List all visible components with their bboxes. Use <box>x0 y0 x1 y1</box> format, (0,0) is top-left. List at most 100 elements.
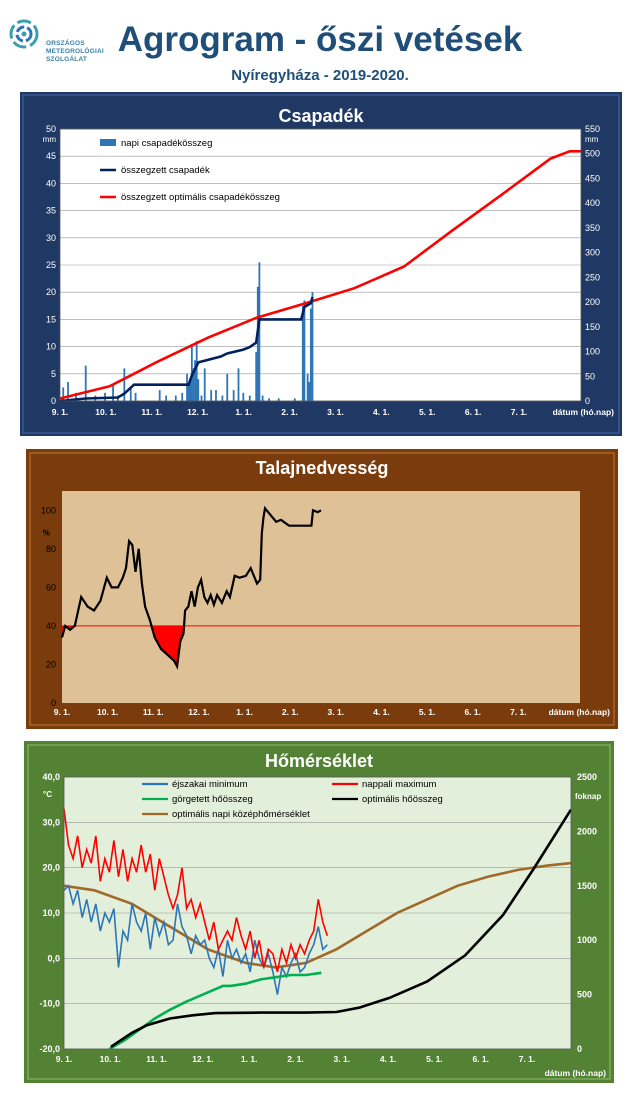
y-right-tick-label: 2500 <box>577 772 597 782</box>
daily-precip-bar <box>268 398 270 401</box>
panel-inner-border <box>29 452 615 726</box>
daily-precip-bar <box>258 262 261 401</box>
x-tick-label: 1. 1. <box>236 707 253 717</box>
y-left-tick-label: -10,0 <box>39 999 60 1009</box>
y-right-tick-label: 300 <box>585 248 600 258</box>
panel-inner-border <box>27 744 611 1080</box>
x-tick-label: 1. 1. <box>241 1054 258 1064</box>
y-right-tick-label: 0 <box>577 1044 582 1054</box>
y-unit-label: % <box>43 528 50 537</box>
logo-line-3: SZOLGÁLAT <box>46 56 88 63</box>
daily-precip-bar <box>195 341 198 401</box>
daily-precip-bar <box>190 343 193 401</box>
y-left-tick-label: 10,0 <box>42 908 60 918</box>
daily-precip-bar <box>308 381 311 401</box>
daily-precip-bar <box>210 390 213 401</box>
y-left-tick-label: 40 <box>46 178 56 188</box>
plot-border <box>63 776 572 1050</box>
soil-moisture-line <box>60 505 322 670</box>
daily-precip-bar <box>237 368 240 401</box>
x-tick-label: 9. 1. <box>54 707 71 717</box>
daily-precip-bar <box>277 398 280 401</box>
daily-precip-bar <box>192 368 195 401</box>
optimal-cumulative-precip-line <box>59 150 581 400</box>
daily-precip-bar <box>221 395 224 401</box>
daily-precip-bar <box>255 352 258 401</box>
x-tick-label: 10. 1. <box>100 1054 121 1064</box>
daily-precip-bar <box>203 368 206 401</box>
daily-precip-bar <box>303 300 306 401</box>
y-left-tick-label: 20,0 <box>42 863 60 873</box>
page-subtitle: Nyíregyháza - 2019-2020. <box>231 67 409 84</box>
optimal-daily-mean-line <box>63 861 572 969</box>
logo: ORSZÁGOS METEOROLÓGIAI SZOLGÁLAT <box>8 18 118 63</box>
daily-precip-bar <box>181 392 184 401</box>
x-tick-label: 12. 1. <box>188 707 209 717</box>
x-tick-label: 9. 1. <box>56 1054 73 1064</box>
chart-title: Csapadék <box>278 106 364 126</box>
x-tick-label: 6. 1. <box>465 407 482 417</box>
legend-label: éjszakai minimum <box>172 779 248 790</box>
daily-precip-bar <box>197 379 200 401</box>
x-tick-label: 11. 1. <box>141 407 162 417</box>
daily-precip-bar <box>123 368 126 401</box>
x-tick-label: 3. 1. <box>334 1054 351 1064</box>
legend-label: összegzett csapadék <box>121 165 210 176</box>
panel-inner-border <box>22 94 620 434</box>
y-right-tick-label: 150 <box>585 322 600 332</box>
x-tick-label: 5. 1. <box>419 407 436 417</box>
x-tick-label: 10. 1. <box>95 407 116 417</box>
chart-title: Hőmérséklet <box>265 751 373 771</box>
daily-precip-bar <box>129 387 132 401</box>
y-right-tick-label: 1500 <box>577 881 597 891</box>
y-right-unit-label: mm <box>585 135 599 144</box>
y-tick-label: 40 <box>46 621 56 631</box>
y-left-tick-label: 35 <box>46 206 56 216</box>
daily-precip-bar <box>62 387 65 401</box>
y-left-tick-label: 45 <box>46 151 56 161</box>
daily-precip-bar <box>187 384 190 401</box>
y-left-tick-label: 20 <box>46 287 56 297</box>
y-right-tick-label: 550 <box>585 124 600 134</box>
x-tick-label: 1. 1. <box>235 407 252 417</box>
daily-precip-bar <box>261 395 264 401</box>
y-left-tick-label: 25 <box>46 260 56 270</box>
x-tick-label: 4. 1. <box>373 407 390 417</box>
x-tick-label: 11. 1. <box>143 707 164 717</box>
y-right-unit-label: foknap <box>575 792 601 801</box>
night-minimum-line <box>63 884 328 995</box>
y-left-unit-label: mm <box>43 135 57 144</box>
x-tick-label: 2. 1. <box>281 407 298 417</box>
daily-precip-bar <box>200 395 203 401</box>
y-left-tick-label: 30,0 <box>42 817 60 827</box>
daily-precip-bar <box>248 395 251 401</box>
daily-precip-bar <box>301 305 304 401</box>
y-left-tick-label: 10 <box>46 342 56 352</box>
y-left-tick-label: 15 <box>46 314 56 324</box>
y-right-tick-label: 450 <box>585 173 600 183</box>
y-left-unit-label: °C <box>43 790 52 799</box>
daily-precip-bar <box>75 392 77 401</box>
x-tick-label: 3. 1. <box>328 707 345 717</box>
daily-precip-bar <box>309 308 312 401</box>
daily-precip-bar <box>256 286 259 401</box>
daily-precip-bar <box>158 390 161 401</box>
plot-border <box>59 128 582 402</box>
x-tick-label: 10. 1. <box>97 707 118 717</box>
rolling-heat-sum-line <box>108 971 322 1051</box>
daily-precip-bar <box>165 395 168 401</box>
y-right-tick-label: 500 <box>585 149 600 159</box>
x-tick-label: 9. 1. <box>52 407 69 417</box>
y-right-tick-label: 200 <box>585 297 600 307</box>
y-right-tick-label: 500 <box>577 990 592 1000</box>
logo-text: ORSZÁGOS METEOROLÓGIAI SZOLGÁLAT <box>46 40 104 64</box>
omsz-logo-icon <box>9 19 39 49</box>
x-axis-label: dátum (hó.nap) <box>549 707 611 717</box>
daily-precip-bar <box>242 392 245 401</box>
page-title: Agrogram - őszi vetések <box>117 20 523 59</box>
plot-area <box>62 491 580 703</box>
daily-precip-bar <box>134 392 137 401</box>
legend-label: összegzett optimális csapadékösszeg <box>121 192 280 203</box>
y-left-tick-label: 5 <box>51 369 56 379</box>
daily-precip-bar <box>67 381 69 401</box>
